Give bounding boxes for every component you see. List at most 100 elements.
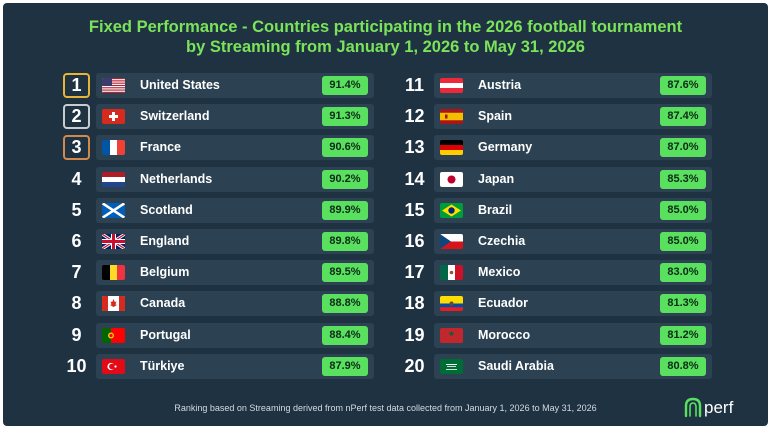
country-bar: Czechia 85.0% — [434, 228, 712, 254]
country-bar: Ecuador 81.3% — [434, 291, 712, 317]
uk-flag-icon — [102, 233, 125, 249]
score-badge: 89.5% — [322, 263, 368, 283]
country-bar: England 89.8% — [96, 228, 374, 254]
rank-number: 13 — [404, 137, 425, 158]
country-name: England — [140, 233, 190, 248]
rank-number: 10 — [66, 355, 87, 376]
switzerland-flag-icon — [102, 109, 125, 125]
country-name: France — [140, 140, 181, 155]
score-badge: 80.8% — [660, 356, 706, 376]
score-badge: 83.0% — [660, 263, 706, 283]
saudi-arabia-flag-icon — [440, 358, 463, 374]
score-badge: 87.9% — [322, 356, 368, 376]
score-badge: 85.3% — [660, 169, 706, 189]
country-bar: Brazil 85.0% — [434, 197, 712, 223]
us-flag-icon — [102, 78, 125, 93]
country-bar: Scotland 89.9% — [96, 197, 374, 223]
score-badge: 91.3% — [322, 107, 368, 127]
rank-number: 5 — [71, 199, 82, 220]
czechia-flag-icon — [440, 233, 463, 249]
country-name: Mexico — [478, 265, 521, 280]
country-bar: Austria 87.6% — [434, 73, 712, 98]
country-name: Japan — [478, 171, 515, 186]
rank-number: 7 — [71, 262, 82, 283]
country-name: Czechia — [478, 233, 526, 248]
rank-number: 6 — [71, 230, 82, 251]
country-name: United States — [140, 78, 220, 92]
rank-number: 16 — [404, 230, 425, 251]
portugal-flag-icon — [102, 327, 125, 343]
scotland-flag-icon — [102, 202, 125, 218]
country-bar: Türkiye 87.9% — [96, 353, 374, 379]
nperf-logo: perf — [684, 397, 734, 418]
country-bar: Canada 88.8% — [96, 291, 374, 317]
score-badge: 87.4% — [660, 107, 706, 127]
country-name: Austria — [478, 78, 522, 92]
country-bar: Netherlands 90.2% — [96, 166, 374, 192]
score-badge: 89.9% — [322, 200, 368, 220]
rank-number: 11 — [404, 75, 425, 95]
country-bar: Spain 87.4% — [434, 104, 712, 130]
score-badge: 89.8% — [322, 231, 368, 251]
country-name: Portugal — [140, 327, 191, 342]
canada-flag-icon — [102, 296, 125, 312]
country-bar: Saudi Arabia 80.8% — [434, 353, 712, 379]
score-badge: 90.2% — [322, 169, 368, 189]
mexico-flag-icon — [440, 265, 463, 281]
score-badge: 81.3% — [660, 294, 706, 314]
country-name: Netherlands — [140, 171, 213, 186]
country-bar: United States 91.4% — [96, 73, 374, 98]
country-bar: Switzerland 91.3% — [96, 104, 374, 130]
country-name: Belgium — [140, 265, 190, 280]
infographic-card: Fixed Performance - Countries participat… — [3, 3, 768, 426]
country-name: Germany — [478, 140, 533, 155]
rank-number: 18 — [404, 293, 425, 314]
rank-number: 8 — [71, 293, 82, 314]
country-name: Spain — [478, 109, 513, 124]
country-name: Ecuador — [478, 296, 529, 311]
france-flag-icon — [102, 140, 125, 156]
country-name: Saudi Arabia — [478, 358, 554, 373]
rank-number: 20 — [404, 355, 425, 376]
netherlands-flag-icon — [102, 171, 125, 187]
score-badge: 85.0% — [660, 231, 706, 251]
belgium-flag-icon — [102, 265, 125, 281]
country-name: Scotland — [140, 202, 193, 217]
score-badge: 90.6% — [322, 138, 368, 158]
turkiye-flag-icon — [102, 358, 125, 374]
country-name: Switzerland — [140, 109, 210, 124]
score-badge: 87.0% — [660, 138, 706, 158]
rank-number: 2 — [63, 104, 90, 130]
country-bar: Mexico 83.0% — [434, 260, 712, 286]
austria-flag-icon — [440, 78, 463, 93]
country-name: Morocco — [478, 327, 531, 342]
rank-number: 12 — [404, 106, 425, 127]
score-badge: 88.4% — [322, 325, 368, 345]
morocco-flag-icon — [440, 327, 463, 343]
country-name: Brazil — [478, 202, 513, 217]
rank-number: 1 — [63, 73, 90, 98]
score-badge: 81.2% — [660, 325, 706, 345]
spain-flag-icon — [440, 109, 463, 125]
country-bar: Portugal 88.4% — [96, 322, 374, 348]
score-badge: 87.6% — [660, 76, 706, 95]
score-badge: 85.0% — [660, 200, 706, 220]
rank-number: 14 — [404, 168, 425, 189]
svg-text:perf: perf — [704, 398, 734, 417]
ecuador-flag-icon — [440, 296, 463, 312]
country-bar: Japan 85.3% — [434, 166, 712, 192]
title-line-1: Fixed Performance - Countries participat… — [88, 18, 683, 36]
country-bar: Morocco 81.2% — [434, 322, 712, 348]
rank-number: 4 — [71, 168, 82, 189]
germany-flag-icon — [440, 140, 463, 156]
page-title: Fixed Performance - Countries participat… — [3, 17, 768, 57]
rank-number: 3 — [63, 135, 90, 161]
country-name: Canada — [140, 296, 186, 311]
rank-number: 15 — [404, 199, 425, 220]
rank-number: 9 — [71, 324, 82, 345]
country-bar: Belgium 89.5% — [96, 260, 374, 286]
country-name: Türkiye — [140, 358, 185, 373]
japan-flag-icon — [440, 171, 463, 187]
country-bar: Germany 87.0% — [434, 135, 712, 161]
country-bar: France 90.6% — [96, 135, 374, 161]
